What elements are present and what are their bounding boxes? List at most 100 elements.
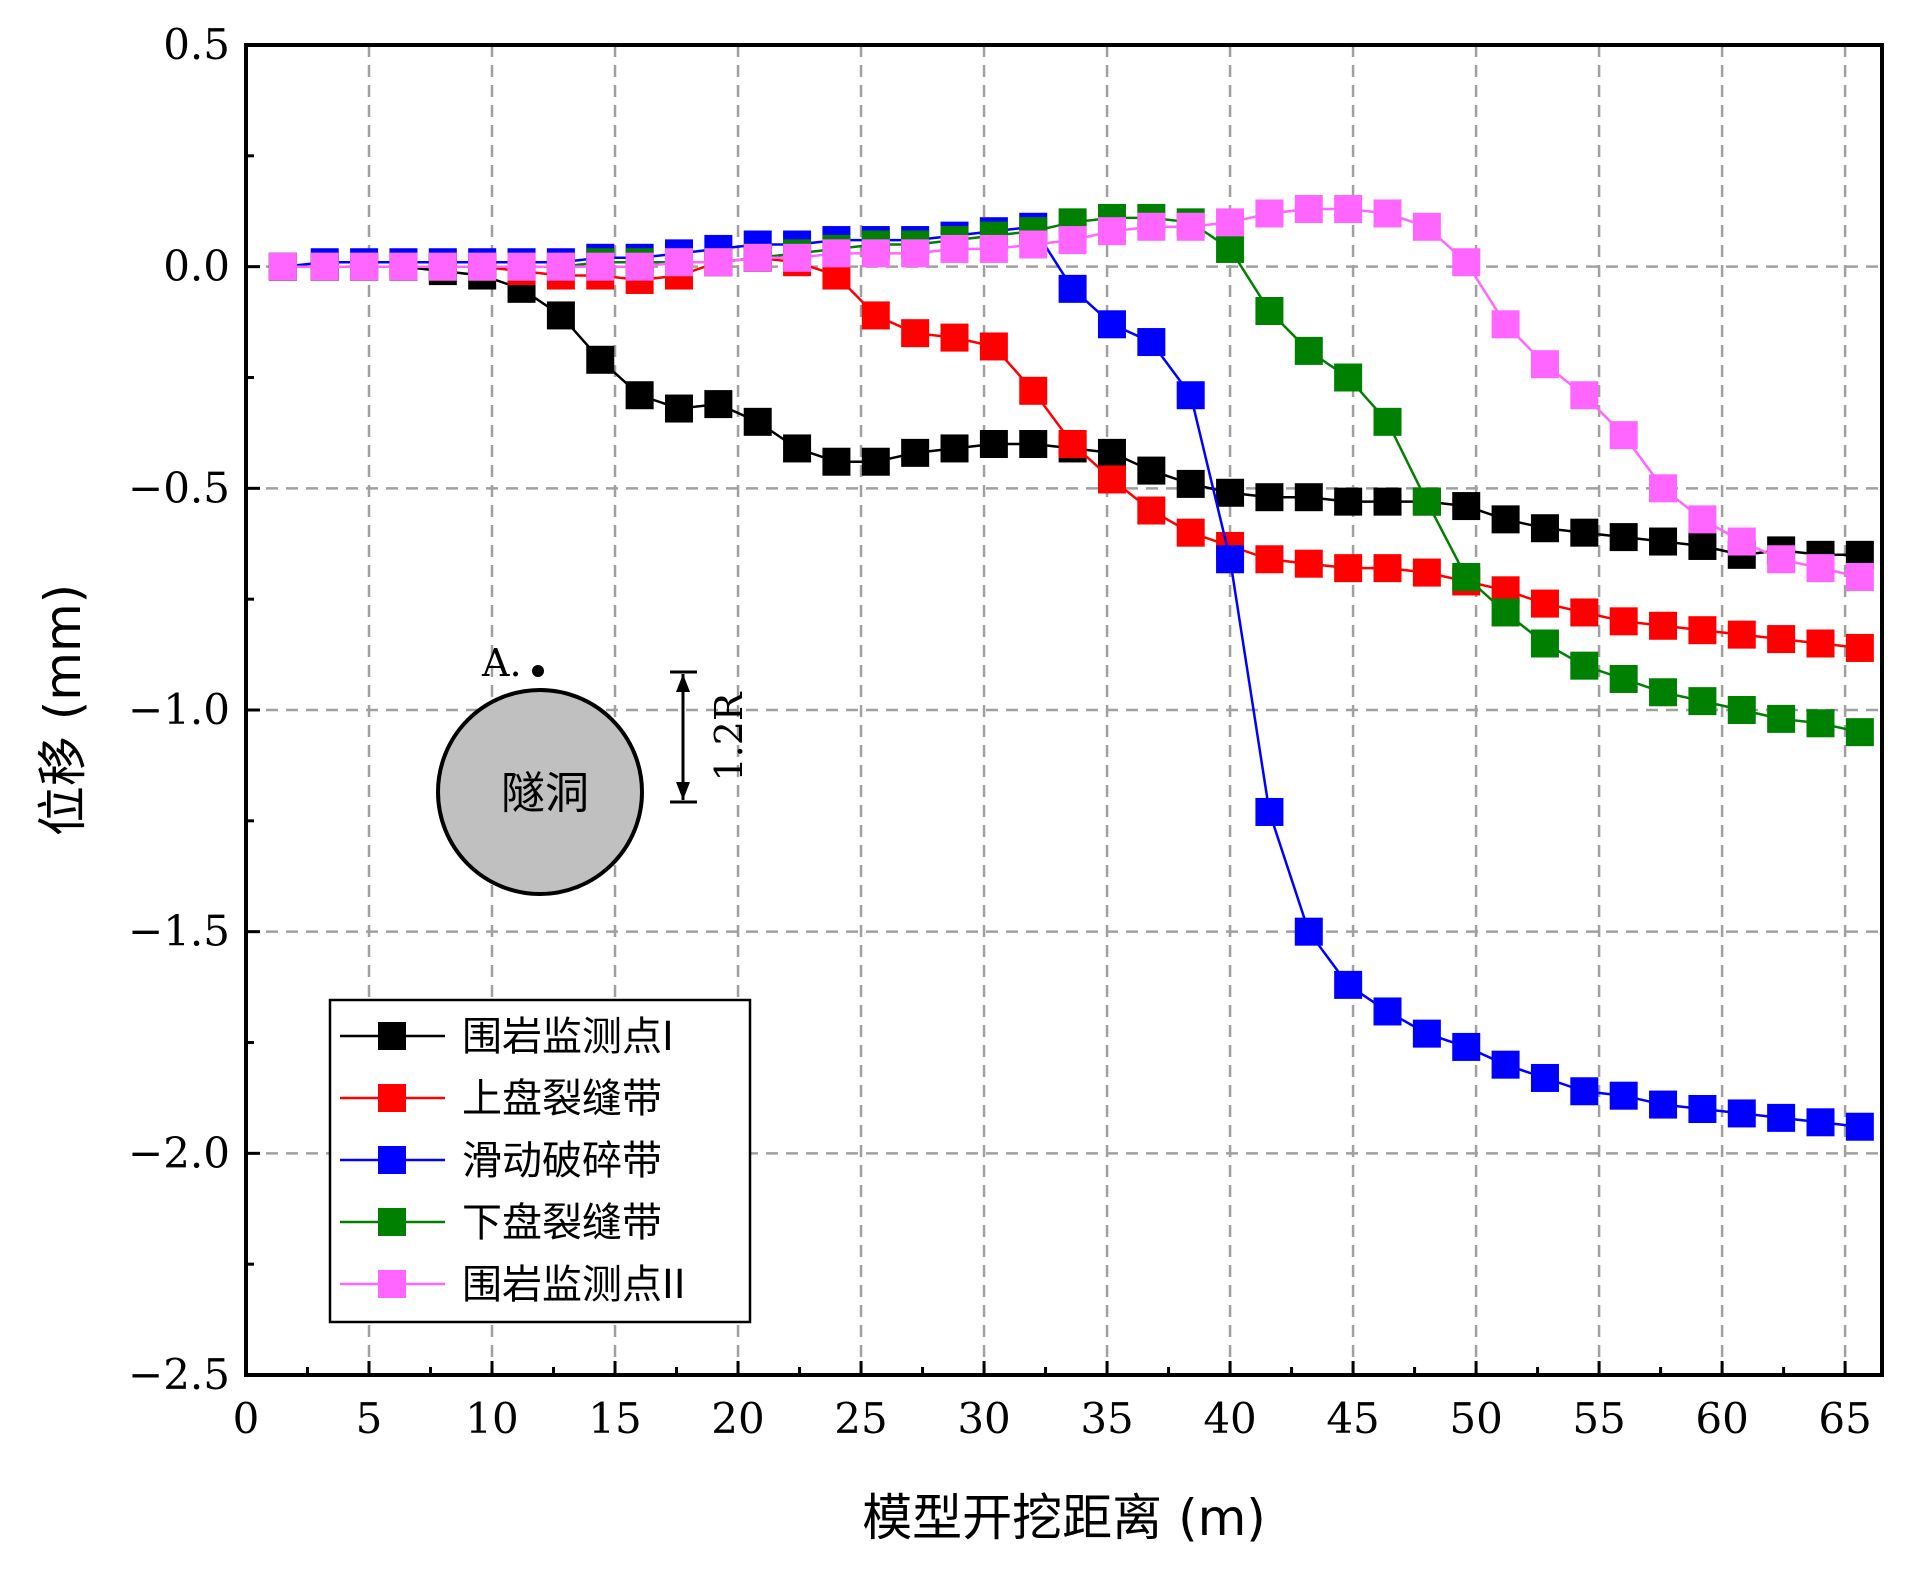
data-point (1294, 483, 1323, 512)
data-point (940, 234, 969, 263)
x-tick-label: 25 (834, 1394, 887, 1443)
legend-label: 上盘裂缝带 (462, 1076, 662, 1122)
legend-item: 围岩监测点II (340, 1262, 686, 1308)
data-point (1530, 629, 1559, 658)
data-point (1137, 456, 1166, 485)
data-point (1255, 797, 1284, 826)
data-point (1216, 478, 1245, 507)
x-tick-label: 50 (1449, 1394, 1502, 1443)
grid-lines (246, 45, 1882, 1375)
series-2 (268, 243, 1874, 662)
series-5 (268, 195, 1874, 591)
data-point (1530, 589, 1559, 618)
data-point (1570, 598, 1599, 627)
data-point (1373, 997, 1402, 1026)
x-tick-label: 55 (1572, 1394, 1625, 1443)
data-point (1294, 549, 1323, 578)
data-point (940, 323, 969, 352)
data-point (1176, 212, 1205, 241)
data-point (428, 252, 457, 281)
x-tick-label: 10 (465, 1394, 518, 1443)
data-point (1570, 1077, 1599, 1106)
y-tick-label: −2.0 (128, 1128, 230, 1177)
data-point (1334, 970, 1363, 999)
data-point (704, 390, 733, 419)
legend-marker (378, 1208, 406, 1236)
data-point (1255, 199, 1284, 228)
data-point (1412, 558, 1441, 587)
tunnel-label: 隧洞 (501, 768, 589, 819)
data-point (1491, 505, 1520, 534)
data-point (1609, 421, 1638, 450)
data-point (1530, 514, 1559, 543)
data-point (822, 239, 851, 268)
y-tick-label: −1.5 (128, 907, 230, 956)
data-point (861, 447, 890, 476)
x-tick-label: 60 (1695, 1394, 1748, 1443)
data-point (1649, 527, 1678, 556)
data-point (1806, 709, 1835, 738)
y-tick-label: −2.5 (128, 1350, 230, 1399)
distance-arrowhead-down (676, 782, 690, 800)
data-point (1255, 297, 1284, 325)
data-point (1216, 208, 1245, 237)
data-point (1097, 217, 1126, 246)
legend-label: 下盘裂缝带 (462, 1200, 662, 1246)
data-point (664, 394, 693, 423)
data-point (1058, 274, 1087, 303)
legend-item: 围岩监测点I (340, 1014, 674, 1060)
data-point (1176, 518, 1205, 547)
x-tick-label: 5 (356, 1394, 383, 1443)
data-point (1609, 1081, 1638, 1110)
data-point (1491, 598, 1520, 627)
data-point (1294, 917, 1323, 946)
data-point (979, 430, 1008, 458)
x-tick-label: 20 (711, 1394, 764, 1443)
data-point (1845, 1112, 1874, 1141)
data-point (979, 332, 1008, 361)
data-point (1649, 611, 1678, 640)
legend-item: 上盘裂缝带 (340, 1076, 662, 1122)
y-tick-label: 0.5 (163, 20, 230, 69)
distance-label: 1.2R (707, 691, 751, 781)
x-tick-label: 45 (1326, 1394, 1379, 1443)
data-point (1806, 629, 1835, 658)
data-point (546, 252, 575, 281)
data-point (1767, 704, 1796, 733)
data-point (783, 434, 812, 463)
data-point (940, 434, 969, 463)
data-point (586, 252, 615, 281)
point-a-label: A. (481, 641, 522, 685)
data-point (1727, 620, 1756, 649)
data-point (1688, 687, 1717, 716)
legend-marker (378, 1022, 406, 1050)
data-point (1491, 310, 1520, 339)
data-point (861, 301, 890, 330)
x-axis-title: 模型开挖距离 (m) (862, 1489, 1266, 1547)
data-point (1530, 350, 1559, 379)
data-point (1767, 625, 1796, 654)
data-point (1137, 212, 1166, 241)
data-point (1334, 487, 1363, 516)
data-point (1806, 554, 1835, 583)
x-tick-label: 15 (588, 1394, 641, 1443)
data-point (1412, 1019, 1441, 1048)
distance-arrowhead-up (676, 674, 690, 692)
tunnel-circle (436, 688, 644, 896)
y-tick-label: −1.0 (128, 685, 230, 734)
legend-marker (378, 1146, 406, 1174)
data-point (1373, 554, 1402, 583)
data-point (664, 248, 693, 277)
data-point (1806, 1108, 1835, 1137)
x-tick-label: 30 (957, 1394, 1010, 1443)
data-point (1452, 248, 1481, 277)
legend-item: 下盘裂缝带 (340, 1200, 662, 1246)
data-point (1019, 376, 1048, 405)
data-point (1452, 1032, 1481, 1061)
data-point (901, 319, 930, 348)
data-point (1609, 607, 1638, 636)
data-point (1373, 407, 1402, 436)
data-point (1845, 563, 1874, 591)
legend-label: 围岩监测点I (462, 1014, 674, 1060)
